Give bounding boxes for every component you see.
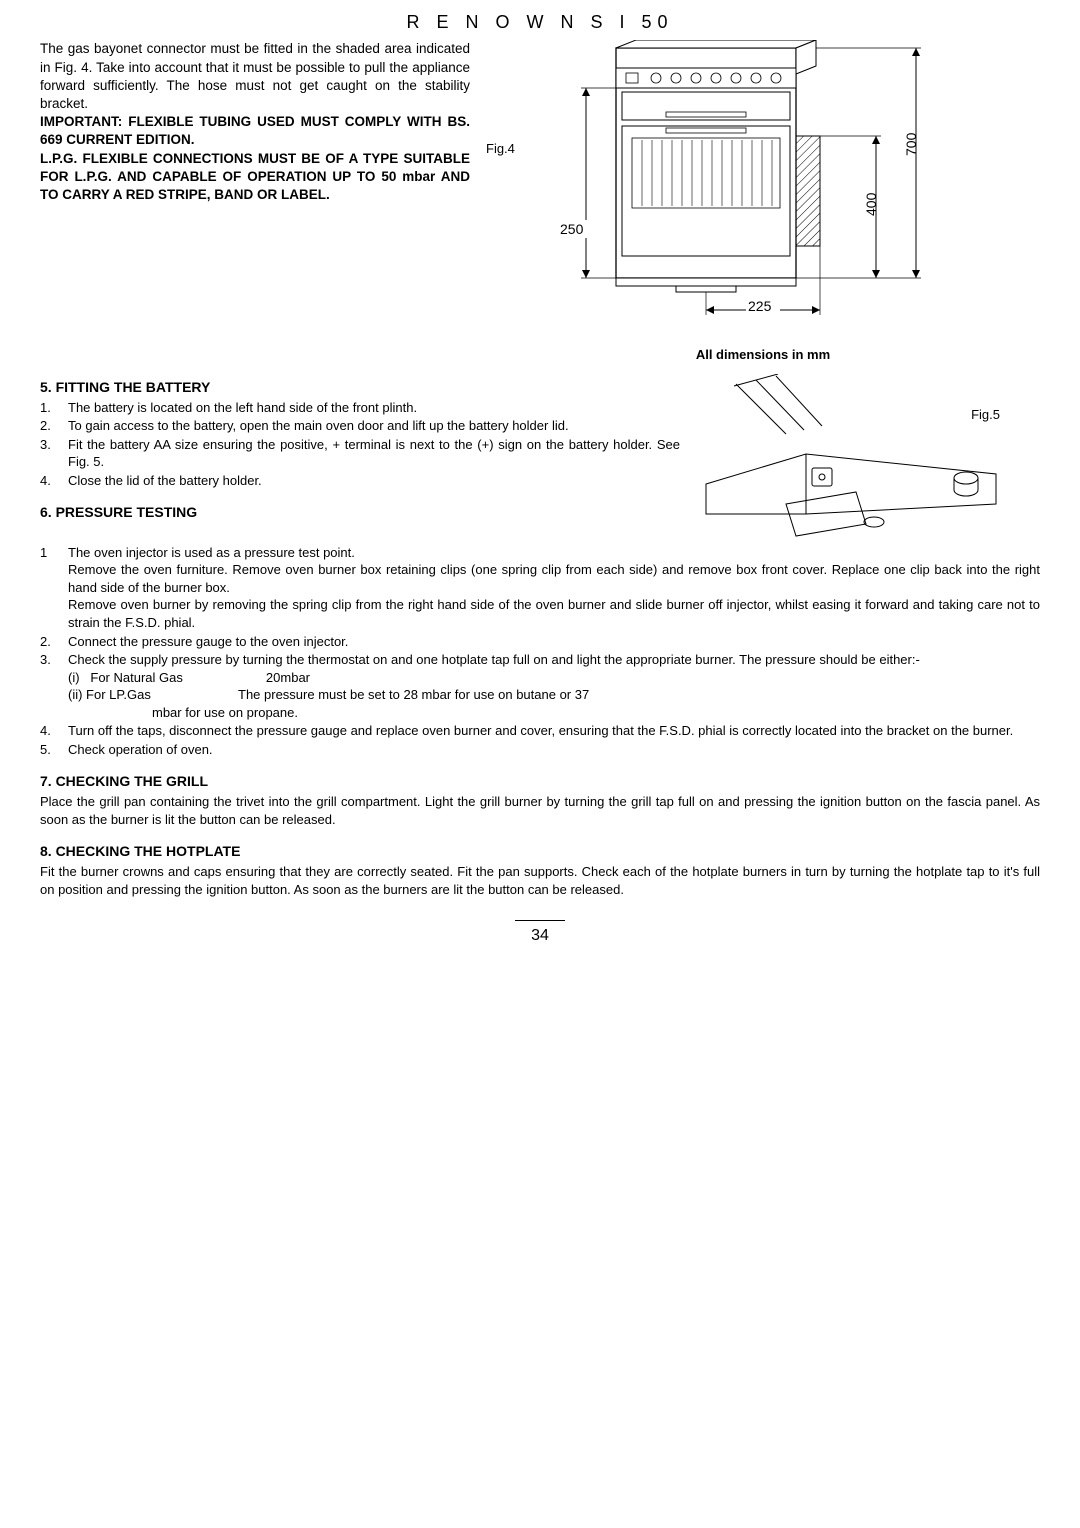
intro-p3: L.P.G. FLEXIBLE CONNECTIONS MUST BE OF A… <box>40 151 470 202</box>
txt: To gain access to the battery, open the … <box>68 417 680 435</box>
txt: Turn off the taps, disconnect the pressu… <box>68 722 1040 740</box>
s8-body: Fit the burner crowns and caps ensuring … <box>40 863 1040 898</box>
num: 2. <box>40 417 68 435</box>
page-number-rule <box>515 920 565 921</box>
list-item: 1The oven injector is used as a pressure… <box>40 544 1040 632</box>
s7-body: Place the grill pan containing the trive… <box>40 793 1040 828</box>
intro-p2: IMPORTANT: FLEXIBLE TUBING USED MUST COM… <box>40 114 470 147</box>
fig4-dim-250: 250 <box>560 221 584 237</box>
s6-sub-line1: (i) For Natural Gas 20mbar <box>68 669 1040 687</box>
s8-heading: 8. CHECKING THE HOTPLATE <box>40 842 1040 861</box>
section-5-left: 5. FITTING THE BATTERY 1.The battery is … <box>40 364 680 544</box>
fig4-svg: 250 225 400 700 <box>526 40 986 340</box>
txt: The battery is located on the left hand … <box>68 399 680 417</box>
txt: Check operation of oven. <box>68 741 1040 759</box>
s5-list: 1.The battery is located on the left han… <box>40 399 680 490</box>
list-item: 5.Check operation of oven. <box>40 741 1040 759</box>
intro-text: The gas bayonet connector must be fitted… <box>40 40 470 364</box>
num: 1. <box>40 399 68 417</box>
page-number-value: 34 <box>531 927 549 944</box>
mid-row: 5. FITTING THE BATTERY 1.The battery is … <box>40 364 1040 544</box>
s6-sub-line3: mbar for use on propane. <box>68 704 1040 722</box>
page-number: 34 <box>40 920 1040 947</box>
txt: The oven injector is used as a pressure … <box>68 544 1040 632</box>
list-item: 3.Fit the battery AA size ensuring the p… <box>40 436 680 471</box>
txt: Close the lid of the battery holder. <box>68 472 680 490</box>
s6-i3-main: Check the supply pressure by turning the… <box>68 652 920 667</box>
list-item: 2.To gain access to the battery, open th… <box>40 417 680 435</box>
s5-heading: 5. FITTING THE BATTERY <box>40 378 680 397</box>
num: 5. <box>40 741 68 759</box>
s6-sub-line2a: (ii) For LP.Gas <box>68 686 238 704</box>
figure-5-container: Fig.5 <box>696 364 1040 544</box>
s7-heading: 7. CHECKING THE GRILL <box>40 772 1040 791</box>
s6-i3-sub: (i) For Natural Gas 20mbar (ii) For LP.G… <box>68 669 1040 722</box>
fig5-svg <box>696 374 1016 544</box>
fig4-caption: All dimensions in mm <box>486 346 1040 364</box>
intro-p1: The gas bayonet connector must be fitted… <box>40 41 470 111</box>
top-row: The gas bayonet connector must be fitted… <box>40 40 1040 364</box>
fig4-dim-225: 225 <box>748 298 772 314</box>
list-item: 4.Close the lid of the battery holder. <box>40 472 680 490</box>
list-item: 2.Connect the pressure gauge to the oven… <box>40 633 1040 651</box>
num: 3. <box>40 436 68 471</box>
fig5-label: Fig.5 <box>971 406 1000 424</box>
num: 1 <box>40 544 68 632</box>
figure-4-container: Fig.4 <box>486 40 1040 364</box>
num: 2. <box>40 633 68 651</box>
num: 3. <box>40 651 68 721</box>
page-title: R E N O W N S I 50 <box>40 10 1040 34</box>
fig4-dim-700: 700 <box>903 133 919 157</box>
list-item: 3. Check the supply pressure by turning … <box>40 651 1040 721</box>
s6-sub-line2: (ii) For LP.GasThe pressure must be set … <box>68 686 1040 704</box>
txt: Check the supply pressure by turning the… <box>68 651 1040 721</box>
fig4-dim-400: 400 <box>863 193 879 217</box>
num: 4. <box>40 472 68 490</box>
s6-heading: 6. PRESSURE TESTING <box>40 503 680 522</box>
s6-sub-line2b: The pressure must be set to 28 mbar for … <box>238 687 589 702</box>
list-item: 1.The battery is located on the left han… <box>40 399 680 417</box>
txt: Fit the battery AA size ensuring the pos… <box>68 436 680 471</box>
txt: Connect the pressure gauge to the oven i… <box>68 633 1040 651</box>
s6-list: 1The oven injector is used as a pressure… <box>40 544 1040 759</box>
list-item: 4.Turn off the taps, disconnect the pres… <box>40 722 1040 740</box>
fig4-label: Fig.4 <box>486 140 515 158</box>
num: 4. <box>40 722 68 740</box>
